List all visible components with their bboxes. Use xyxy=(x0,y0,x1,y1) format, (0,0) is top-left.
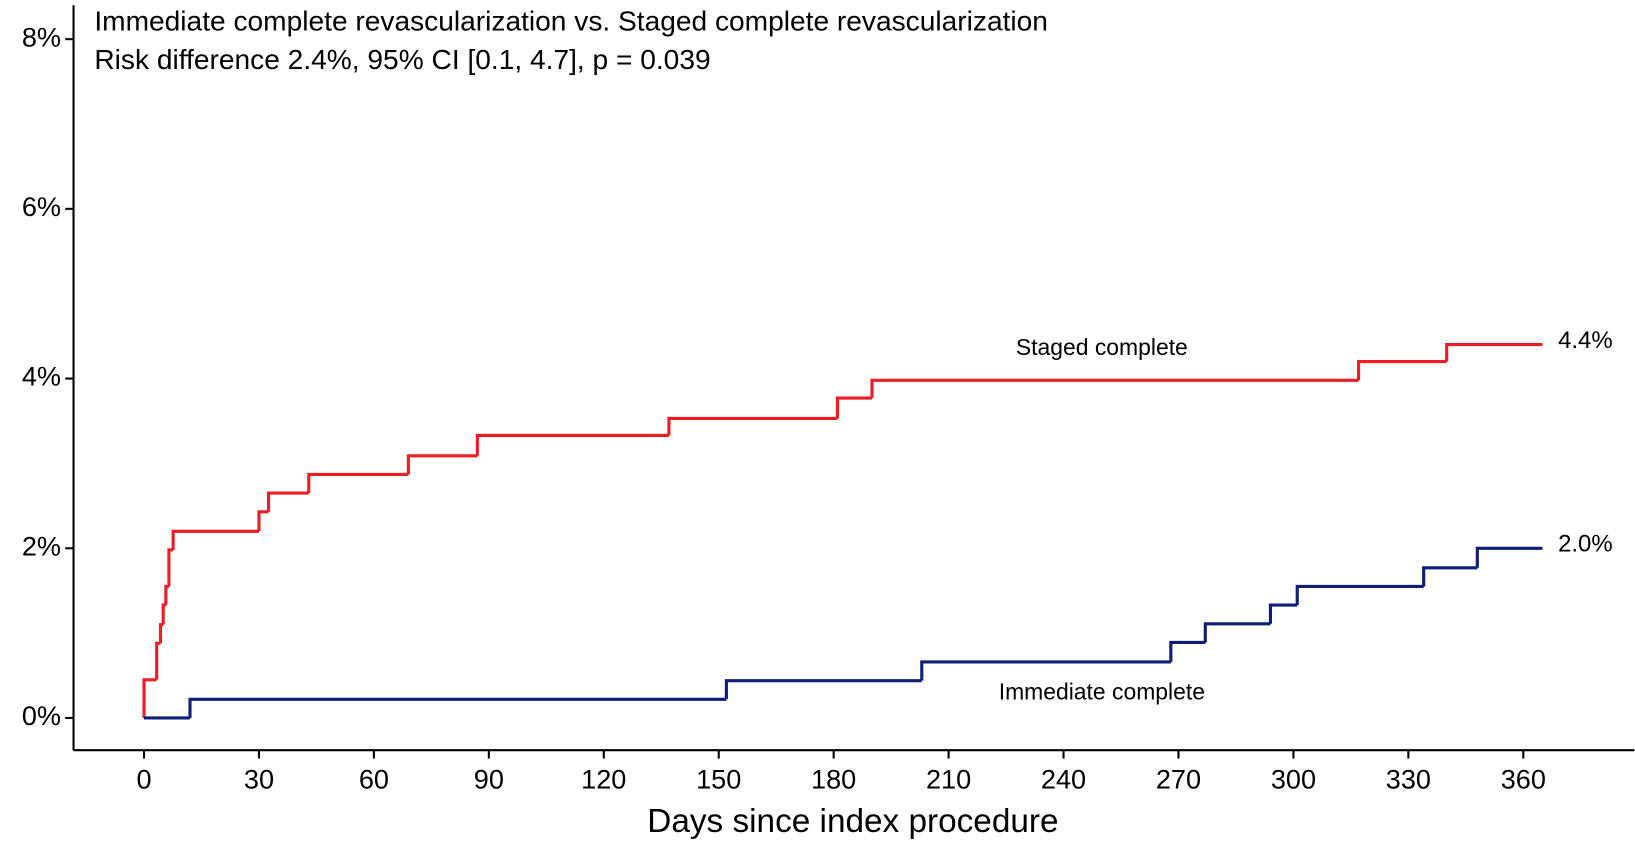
step-segment xyxy=(1268,603,1298,624)
chart-title: Immediate complete revascularization vs.… xyxy=(94,5,1048,36)
series-label: Immediate complete xyxy=(999,678,1205,704)
x-tick-label: 30 xyxy=(244,764,274,795)
step-segment xyxy=(724,679,922,700)
step-segment xyxy=(870,378,1359,399)
x-tick-label: 150 xyxy=(696,764,741,795)
y-tick-label: 8% xyxy=(22,21,61,52)
chart-subtitle: Risk difference 2.4%, 95% CI [0.1, 4.7],… xyxy=(94,44,710,75)
step-segment xyxy=(164,584,169,606)
step-segment xyxy=(1203,622,1271,643)
step-segment xyxy=(171,529,259,550)
step-segment xyxy=(920,660,1171,681)
step-segment xyxy=(406,454,478,475)
x-tick-label: 360 xyxy=(1501,764,1546,795)
x-tick-label: 300 xyxy=(1271,764,1316,795)
end-label: 2.0% xyxy=(1558,530,1613,557)
x-tick-label: 60 xyxy=(359,764,389,795)
step-segment xyxy=(188,697,727,718)
step-segment xyxy=(1356,360,1447,381)
step-segment xyxy=(1445,343,1543,362)
x-tick-label: 270 xyxy=(1156,764,1201,795)
step-segment xyxy=(155,641,161,680)
y-tick-label: 2% xyxy=(22,530,61,561)
step-segment xyxy=(835,396,872,419)
step-segment xyxy=(266,491,309,512)
series-label: Staged complete xyxy=(1016,334,1188,360)
step-segment xyxy=(167,548,174,587)
step-segment xyxy=(142,678,157,718)
step-segment xyxy=(475,433,669,456)
step-segment xyxy=(1475,546,1543,568)
step-segment xyxy=(1422,566,1478,587)
x-tick-label: 180 xyxy=(811,764,856,795)
y-tick-label: 0% xyxy=(22,700,61,731)
y-tick-label: 6% xyxy=(22,191,61,222)
step-segment xyxy=(1169,640,1206,662)
step-segment xyxy=(667,416,838,436)
step-segment xyxy=(1295,584,1424,606)
x-tick-label: 120 xyxy=(581,764,626,795)
end-label: 4.4% xyxy=(1558,327,1613,354)
step-segment xyxy=(158,623,164,644)
step-segment xyxy=(307,472,409,494)
step-segment xyxy=(161,603,166,625)
x-tick-label: 330 xyxy=(1386,764,1431,795)
y-tick-label: 4% xyxy=(22,361,61,392)
x-tick-label: 90 xyxy=(474,764,504,795)
x-tick-label: 240 xyxy=(1041,764,1086,795)
x-axis-label: Days since index procedure xyxy=(647,803,1058,840)
step-segment xyxy=(257,510,269,532)
x-tick-label: 0 xyxy=(136,764,151,795)
x-tick-label: 210 xyxy=(926,764,971,795)
